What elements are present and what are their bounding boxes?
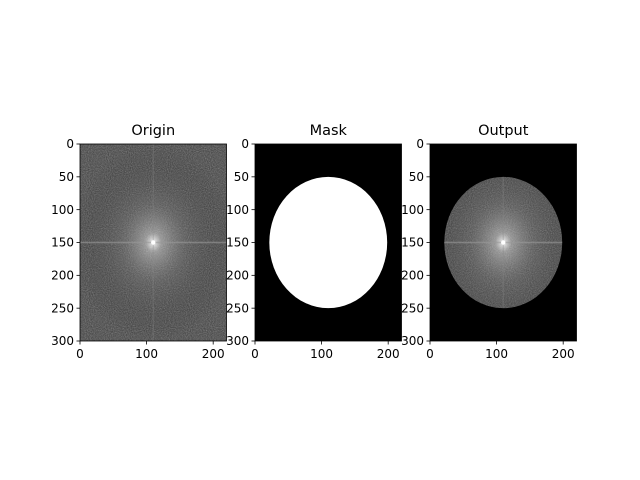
panel-title: Mask xyxy=(310,123,348,139)
x-tick-label: 0 xyxy=(251,347,259,361)
y-tick-label: 100 xyxy=(51,203,74,217)
y-tick-label: 100 xyxy=(226,203,249,217)
y-tick-label: 100 xyxy=(401,203,424,217)
y-tick-label: 300 xyxy=(401,334,424,348)
y-tick-label: 300 xyxy=(226,334,249,348)
y-tick-label: 200 xyxy=(401,269,424,283)
x-tick-label: 100 xyxy=(485,347,508,361)
y-tick-label: 250 xyxy=(401,301,424,315)
x-tick-label: 0 xyxy=(76,347,84,361)
x-tick-label: 200 xyxy=(202,347,225,361)
y-tick-label: 150 xyxy=(51,236,74,250)
y-tick-label: 250 xyxy=(226,301,249,315)
y-tick-label: 150 xyxy=(401,236,424,250)
image-mask xyxy=(255,144,402,341)
x-tick-label: 200 xyxy=(552,347,575,361)
x-tick-label: 100 xyxy=(135,347,158,361)
panel-title: Output xyxy=(478,123,529,139)
y-tick-label: 50 xyxy=(59,170,74,184)
y-tick-label: 50 xyxy=(409,170,424,184)
y-tick-label: 300 xyxy=(51,334,74,348)
x-tick-label: 200 xyxy=(377,347,400,361)
x-tick-label: 100 xyxy=(310,347,333,361)
image-origin xyxy=(80,144,227,341)
y-tick-label: 200 xyxy=(226,269,249,283)
y-tick-label: 250 xyxy=(51,301,74,315)
y-tick-label: 150 xyxy=(226,236,249,250)
y-tick-label: 0 xyxy=(416,137,424,151)
panel-title: Origin xyxy=(131,123,175,139)
x-tick-label: 0 xyxy=(426,347,434,361)
image-output xyxy=(430,144,577,341)
y-tick-label: 50 xyxy=(234,170,249,184)
y-tick-label: 0 xyxy=(241,137,249,151)
mask-circle xyxy=(269,176,388,309)
y-tick-label: 0 xyxy=(66,137,74,151)
y-tick-label: 200 xyxy=(51,269,74,283)
